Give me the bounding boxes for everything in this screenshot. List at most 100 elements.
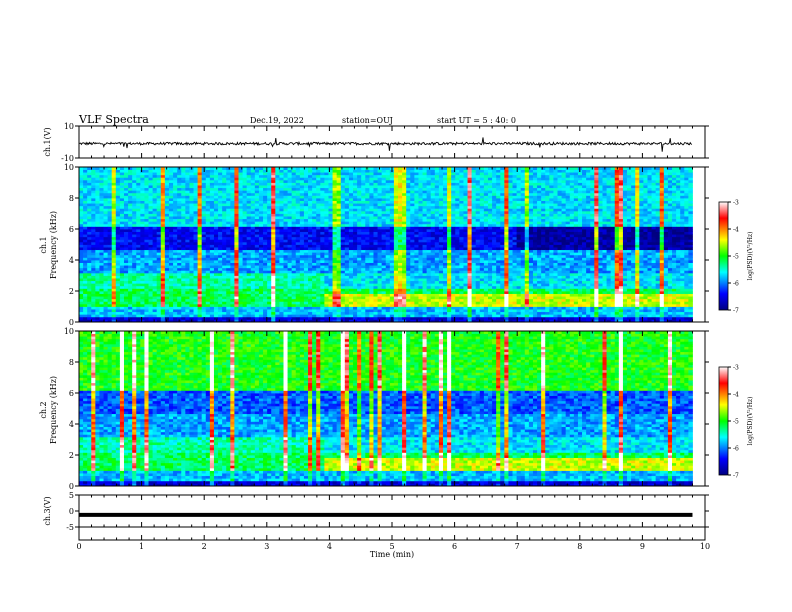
spectrogram-cell bbox=[344, 247, 350, 251]
spectrogram-cell bbox=[156, 167, 162, 170]
spectrogram-cell bbox=[91, 303, 96, 307]
spectrogram-cell bbox=[177, 303, 182, 307]
spectrogram-cell bbox=[173, 278, 178, 282]
spectrogram-cell bbox=[328, 247, 333, 251]
spectrogram-cell bbox=[320, 288, 325, 292]
spectrogram-cell bbox=[144, 172, 149, 176]
spectrogram-cell bbox=[123, 179, 129, 183]
spectrogram-cell bbox=[263, 262, 268, 266]
spectrogram-cell bbox=[181, 216, 186, 220]
spectrogram-cell bbox=[160, 306, 166, 310]
spectrogram-cell bbox=[189, 285, 194, 289]
spectrogram-cell bbox=[402, 285, 407, 289]
spectrogram-cell bbox=[365, 172, 370, 176]
spectrogram-cell bbox=[242, 216, 248, 220]
spectrogram-cell bbox=[205, 239, 211, 243]
spectrogram-cell bbox=[242, 229, 248, 232]
spectrogram-cell bbox=[250, 244, 256, 248]
spectrogram-cell bbox=[320, 314, 325, 318]
spectrogram-cell bbox=[160, 190, 166, 194]
spectrogram-cell bbox=[91, 169, 96, 173]
spectrogram-cell bbox=[263, 283, 268, 287]
spectrogram-cell bbox=[177, 198, 182, 201]
spectrogram-cell bbox=[99, 306, 104, 310]
spectrogram-cell bbox=[218, 244, 223, 248]
spectrogram-cell bbox=[324, 319, 329, 323]
spectrogram-cell bbox=[79, 167, 84, 170]
spectrogram-cell bbox=[328, 311, 333, 315]
spectrogram-cell bbox=[173, 234, 178, 238]
spectrogram-cell bbox=[336, 190, 342, 194]
spectrogram-cell bbox=[103, 280, 109, 284]
spectrogram-cell bbox=[107, 218, 113, 222]
spectrogram-cell bbox=[328, 285, 333, 289]
spectrogram-cell bbox=[275, 210, 280, 214]
spectrogram-cell bbox=[99, 296, 104, 300]
spectrogram-cell bbox=[308, 172, 313, 176]
spectrogram-cell bbox=[205, 179, 211, 183]
spectrogram-cell bbox=[111, 316, 117, 320]
spectrogram-cell bbox=[132, 205, 137, 209]
spectrogram-cell bbox=[168, 179, 174, 183]
spectrogram-cell bbox=[160, 249, 166, 253]
spectrogram-cell bbox=[385, 203, 391, 207]
spectrogram-cell bbox=[291, 213, 297, 217]
spectrogram-cell bbox=[377, 195, 383, 199]
spectrogram-cell bbox=[365, 226, 370, 230]
spectrogram-cell bbox=[267, 213, 272, 217]
spectrogram-cell bbox=[295, 262, 301, 266]
spectrogram-cell bbox=[144, 203, 149, 207]
spectrogram-cell bbox=[312, 187, 317, 191]
spectrogram-cell bbox=[271, 229, 276, 232]
spectrogram-cell bbox=[173, 283, 178, 287]
spectrogram-cell bbox=[148, 275, 154, 279]
spectrogram-cell bbox=[156, 265, 162, 269]
spectrogram-cell bbox=[385, 241, 391, 245]
spectrogram-cell bbox=[348, 311, 354, 315]
spectrogram-cell bbox=[254, 278, 260, 282]
spectrogram-cell bbox=[361, 234, 366, 238]
spectrogram-cell bbox=[410, 288, 415, 292]
spectrogram-cell bbox=[353, 174, 358, 178]
spectrogram-cell bbox=[258, 200, 264, 204]
spectrogram-cell bbox=[160, 210, 166, 214]
spectrogram-cell bbox=[95, 319, 100, 323]
spectrogram-cell bbox=[246, 275, 252, 279]
spectrogram-cell bbox=[381, 309, 387, 313]
spectrogram-cell bbox=[185, 229, 190, 232]
spectrogram-cell bbox=[185, 218, 190, 222]
spectrogram-cell bbox=[181, 172, 186, 176]
spectrogram-cell bbox=[197, 213, 203, 217]
spectrogram-cell bbox=[123, 296, 129, 300]
spectrogram-cell bbox=[230, 210, 235, 214]
spectrogram-cell bbox=[91, 174, 96, 178]
spectrogram-cell bbox=[324, 203, 329, 207]
spectrogram-cell bbox=[332, 262, 338, 266]
spectrogram-cell bbox=[201, 272, 207, 276]
spectrogram-cell bbox=[398, 244, 403, 248]
spectrogram-cell bbox=[312, 205, 317, 209]
spectrogram-cell bbox=[238, 177, 243, 181]
spectrogram-cell bbox=[332, 223, 338, 227]
spectrogram-cell bbox=[148, 270, 154, 274]
spectrogram-cell bbox=[344, 314, 350, 318]
spectrogram-cell bbox=[369, 249, 374, 253]
spectrogram-cell bbox=[83, 213, 88, 217]
spectrogram-cell bbox=[316, 221, 321, 225]
spectrogram-cell bbox=[197, 270, 203, 274]
spectrogram-cell bbox=[336, 309, 342, 313]
spectrogram-cell bbox=[91, 229, 96, 232]
spectrogram-cell bbox=[144, 239, 149, 243]
spectrogram-cell bbox=[275, 244, 280, 248]
spectrogram-cell bbox=[250, 236, 256, 240]
spectrogram-cell bbox=[344, 316, 350, 320]
spectrogram-cell bbox=[275, 298, 280, 302]
spectrogram-cell bbox=[316, 260, 321, 263]
spectrogram-cell bbox=[177, 185, 182, 189]
spectrogram-cell bbox=[140, 213, 145, 217]
spectrogram-cell bbox=[148, 288, 154, 292]
spectrogram-cell bbox=[222, 293, 227, 297]
spectrogram-cell bbox=[263, 301, 268, 305]
spectrogram-cell bbox=[312, 267, 317, 271]
spectrogram-cell bbox=[381, 283, 387, 287]
